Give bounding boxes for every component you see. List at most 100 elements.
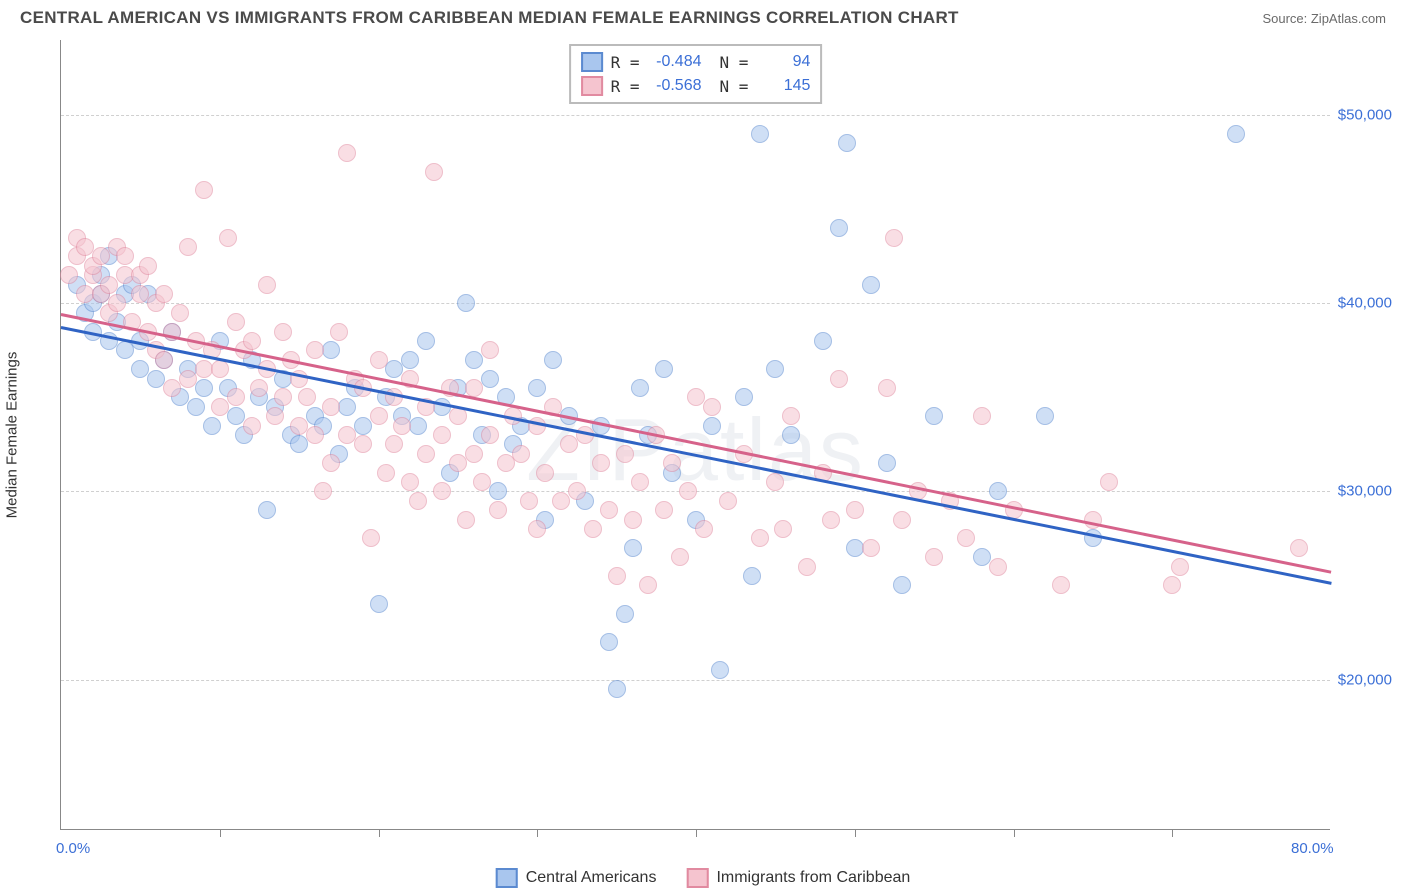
data-point bbox=[489, 482, 507, 500]
data-point bbox=[211, 398, 229, 416]
legend-swatch bbox=[581, 76, 603, 96]
r-label: R = bbox=[611, 77, 640, 96]
plot-container: Median Female Earnings ZIPatlas R =-0.48… bbox=[50, 40, 1390, 830]
n-label: N = bbox=[720, 53, 749, 72]
source-attribution: Source: ZipAtlas.com bbox=[1262, 11, 1386, 26]
data-point bbox=[457, 294, 475, 312]
data-point bbox=[155, 285, 173, 303]
legend-item: Immigrants from Caribbean bbox=[686, 868, 910, 888]
data-point bbox=[1036, 407, 1054, 425]
y-tick-label: $30,000 bbox=[1338, 483, 1392, 500]
x-minor-tick bbox=[855, 829, 856, 837]
data-point bbox=[227, 388, 245, 406]
data-point bbox=[274, 323, 292, 341]
legend-item: Central Americans bbox=[496, 868, 657, 888]
gridline-h bbox=[61, 680, 1330, 681]
data-point bbox=[528, 379, 546, 397]
data-point bbox=[370, 407, 388, 425]
data-point bbox=[608, 680, 626, 698]
data-point bbox=[846, 501, 864, 519]
data-point bbox=[306, 341, 324, 359]
data-point bbox=[600, 633, 618, 651]
data-point bbox=[362, 529, 380, 547]
data-point bbox=[663, 454, 681, 472]
data-point bbox=[116, 247, 134, 265]
data-point bbox=[433, 426, 451, 444]
n-value: 145 bbox=[756, 77, 810, 95]
data-point bbox=[608, 567, 626, 585]
data-point bbox=[830, 370, 848, 388]
legend-label: Central Americans bbox=[526, 869, 657, 887]
r-value: -0.484 bbox=[648, 53, 702, 71]
legend-stat-row: R =-0.568N =145 bbox=[581, 74, 811, 98]
data-point bbox=[862, 539, 880, 557]
data-point bbox=[139, 257, 157, 275]
data-point bbox=[671, 548, 689, 566]
data-point bbox=[322, 398, 340, 416]
data-point bbox=[195, 181, 213, 199]
data-point bbox=[893, 511, 911, 529]
data-point bbox=[243, 332, 261, 350]
data-point bbox=[322, 454, 340, 472]
data-point bbox=[250, 379, 268, 397]
data-point bbox=[179, 238, 197, 256]
gridline-h bbox=[61, 303, 1330, 304]
data-point bbox=[679, 482, 697, 500]
data-point bbox=[528, 520, 546, 538]
data-point bbox=[370, 351, 388, 369]
data-point bbox=[489, 501, 507, 519]
data-point bbox=[544, 351, 562, 369]
x-minor-tick bbox=[537, 829, 538, 837]
data-point bbox=[409, 492, 427, 510]
data-point bbox=[171, 304, 189, 322]
data-point bbox=[878, 454, 896, 472]
data-point bbox=[385, 435, 403, 453]
data-point bbox=[782, 407, 800, 425]
data-point bbox=[711, 661, 729, 679]
series-legend: Central Americans Immigrants from Caribbe… bbox=[496, 868, 911, 888]
r-label: R = bbox=[611, 53, 640, 72]
data-point bbox=[338, 144, 356, 162]
data-point bbox=[592, 454, 610, 472]
data-point bbox=[243, 417, 261, 435]
data-point bbox=[838, 134, 856, 152]
legend-swatch bbox=[686, 868, 708, 888]
data-point bbox=[116, 341, 134, 359]
data-point bbox=[60, 266, 78, 284]
data-point bbox=[155, 351, 173, 369]
y-axis-label: Median Female Earnings bbox=[4, 352, 21, 519]
data-point bbox=[433, 482, 451, 500]
plot-area: ZIPatlas R =-0.484N =94R =-0.568N =145 $… bbox=[60, 40, 1330, 830]
data-point bbox=[108, 294, 126, 312]
data-point bbox=[425, 163, 443, 181]
data-point bbox=[322, 341, 340, 359]
data-point bbox=[481, 341, 499, 359]
data-point bbox=[377, 464, 395, 482]
data-point bbox=[274, 388, 292, 406]
data-point bbox=[751, 529, 769, 547]
data-point bbox=[401, 473, 419, 491]
x-tick-label: 80.0% bbox=[1291, 840, 1334, 857]
data-point bbox=[314, 482, 332, 500]
data-point bbox=[1227, 125, 1245, 143]
chart-title: CENTRAL AMERICAN VS IMMIGRANTS FROM CARI… bbox=[20, 8, 959, 28]
data-point bbox=[417, 332, 435, 350]
data-point bbox=[481, 370, 499, 388]
data-point bbox=[552, 492, 570, 510]
data-point bbox=[520, 492, 538, 510]
y-tick-label: $50,000 bbox=[1338, 107, 1392, 124]
data-point bbox=[465, 379, 483, 397]
data-point bbox=[370, 595, 388, 613]
data-point bbox=[798, 558, 816, 576]
data-point bbox=[473, 473, 491, 491]
x-tick-label: 0.0% bbox=[56, 840, 90, 857]
data-point bbox=[195, 379, 213, 397]
data-point bbox=[409, 417, 427, 435]
data-point bbox=[584, 520, 602, 538]
data-point bbox=[782, 426, 800, 444]
data-point bbox=[354, 435, 372, 453]
data-point bbox=[1163, 576, 1181, 594]
r-value: -0.568 bbox=[648, 77, 702, 95]
data-point bbox=[330, 323, 348, 341]
x-minor-tick bbox=[1014, 829, 1015, 837]
